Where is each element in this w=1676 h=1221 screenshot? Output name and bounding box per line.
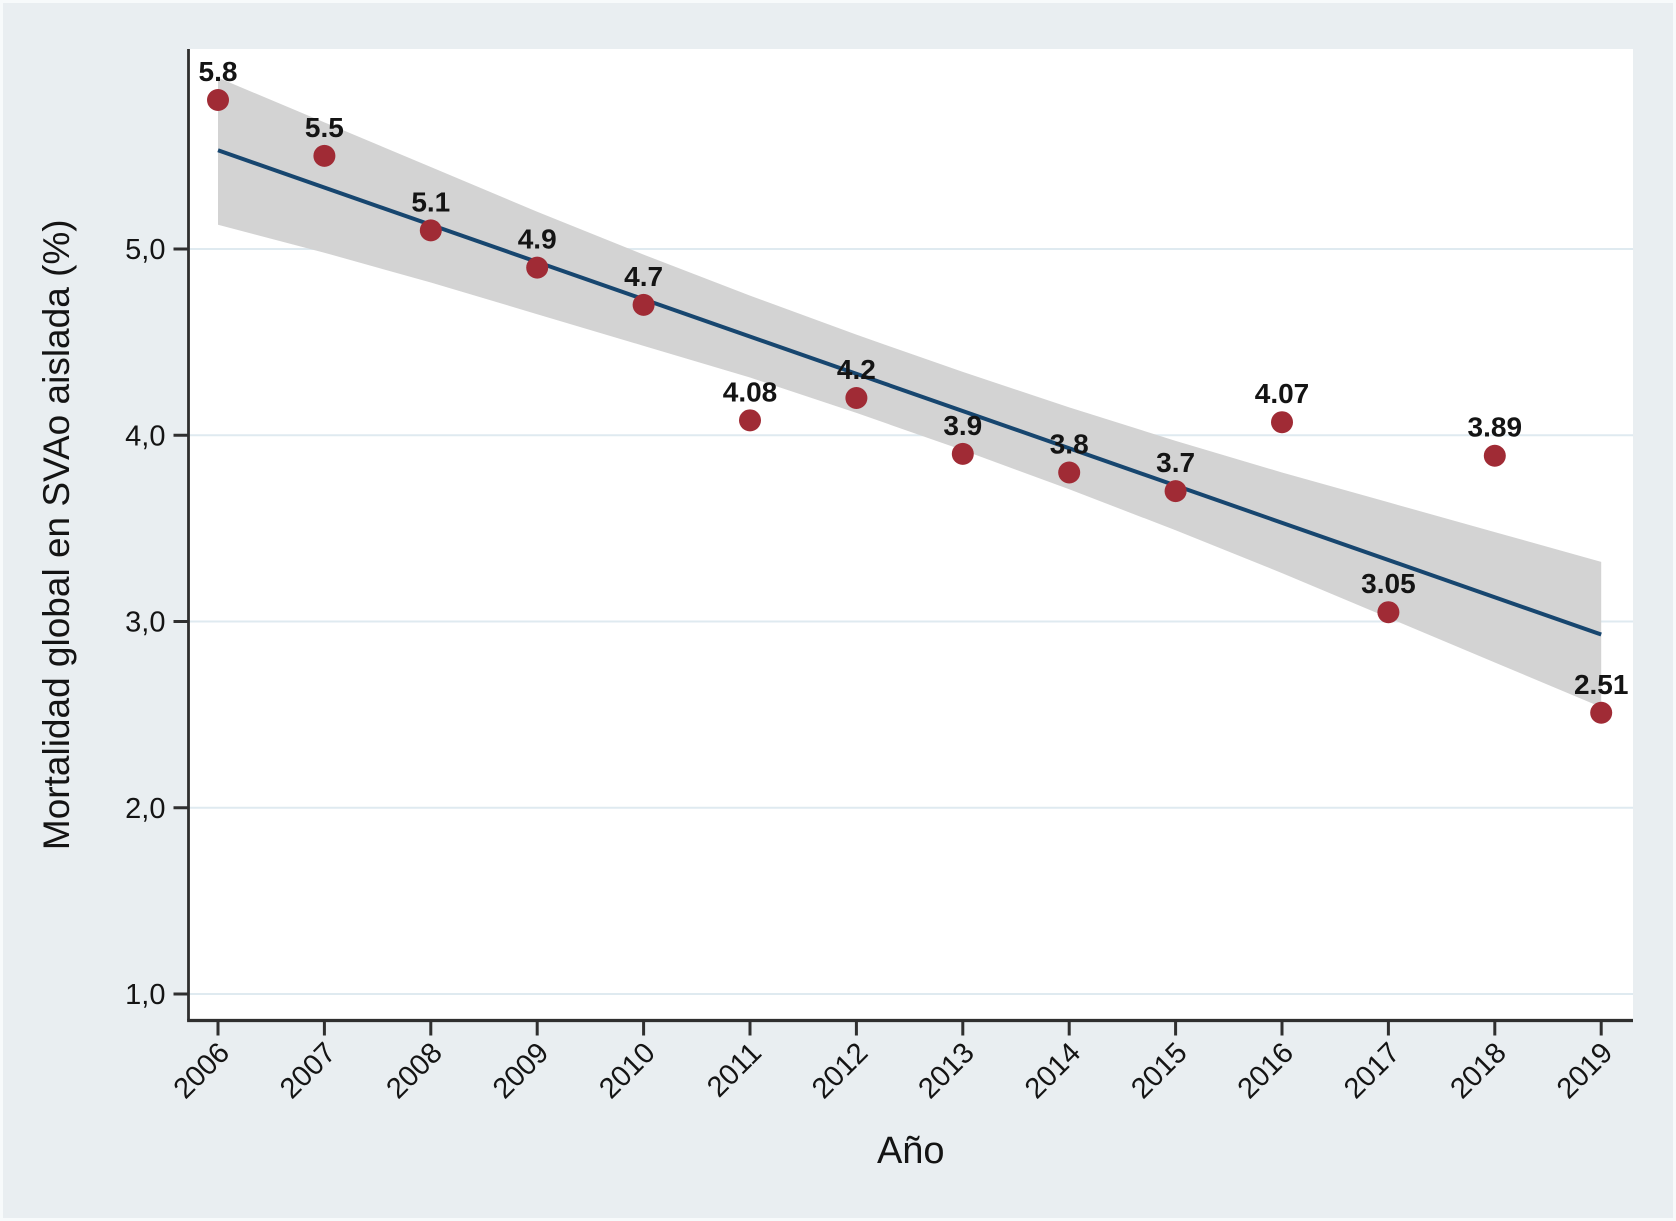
data-point-label-2018: 3.89 (1468, 412, 1523, 443)
data-point-label-2019: 2.51 (1574, 669, 1629, 700)
x-axis-title: Año (877, 1130, 945, 1172)
data-point-2006 (207, 89, 229, 111)
data-point-label-2014: 3.8 (1050, 429, 1089, 460)
y-tick-label-2,0: 2,0 (125, 793, 165, 825)
data-point-label-2016: 4.07 (1255, 378, 1310, 409)
data-point-label-2010: 4.7 (624, 261, 663, 292)
data-point-label-2008: 5.1 (411, 186, 450, 217)
data-point-label-2013: 3.9 (943, 410, 982, 441)
data-point-label-2015: 3.7 (1156, 447, 1195, 478)
data-point-2018 (1483, 444, 1506, 467)
y-tick-label-5,0: 5,0 (125, 234, 165, 266)
data-point-2014 (1058, 461, 1081, 484)
data-point-label-2006: 5.8 (199, 56, 238, 87)
data-point-2017 (1377, 601, 1400, 624)
data-point-2015 (1164, 480, 1187, 503)
data-point-2008 (419, 219, 442, 242)
y-tick-label-3,0: 3,0 (125, 607, 165, 639)
y-axis-title: Mortalidad global en SVAo aislada (%) (36, 219, 77, 850)
scatter-plot: 5.8 5.5 5.1 4.9 4.7 4.08 4.2 3.9 3.8 3.7 4.07 3.05 3… (3, 3, 1673, 1218)
data-point-2016 (1271, 411, 1293, 434)
data-point-2007 (313, 144, 336, 167)
data-point-2011 (739, 409, 761, 432)
data-point-label-2017: 3.05 (1361, 568, 1416, 599)
data-point-2010 (632, 293, 655, 316)
data-point-2009 (526, 256, 549, 279)
data-point-label-2011: 4.08 (723, 376, 778, 407)
y-tick-label-1,0: 1,0 (125, 979, 165, 1011)
data-point-2019 (1590, 701, 1613, 724)
data-point-label-2009: 4.9 (518, 224, 557, 255)
data-point-2013 (951, 442, 974, 465)
data-point-label-2012: 4.2 (837, 354, 876, 385)
data-point-label-2007: 5.5 (305, 112, 344, 143)
y-tick-label-4,0: 4,0 (125, 420, 165, 452)
trend-line (217, 148, 1602, 637)
data-point-2012 (845, 387, 868, 409)
